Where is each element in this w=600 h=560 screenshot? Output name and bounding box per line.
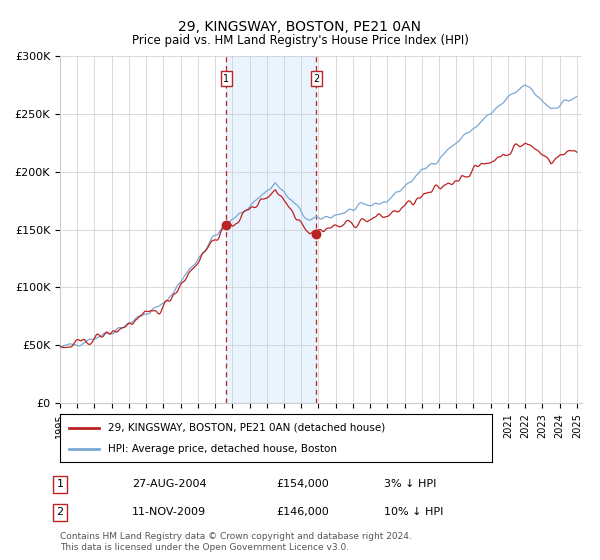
Text: 1: 1 xyxy=(223,73,229,83)
Text: Price paid vs. HM Land Registry's House Price Index (HPI): Price paid vs. HM Land Registry's House … xyxy=(131,34,469,46)
Text: 10% ↓ HPI: 10% ↓ HPI xyxy=(384,507,443,517)
Text: 27-AUG-2004: 27-AUG-2004 xyxy=(132,479,206,489)
Text: 2: 2 xyxy=(56,507,64,517)
Text: £154,000: £154,000 xyxy=(276,479,329,489)
Text: 29, KINGSWAY, BOSTON, PE21 0AN (detached house): 29, KINGSWAY, BOSTON, PE21 0AN (detached… xyxy=(107,423,385,433)
Text: £146,000: £146,000 xyxy=(276,507,329,517)
Text: HPI: Average price, detached house, Boston: HPI: Average price, detached house, Bost… xyxy=(107,444,337,454)
Point xyxy=(311,230,321,239)
Text: 3% ↓ HPI: 3% ↓ HPI xyxy=(384,479,436,489)
Text: Contains HM Land Registry data © Crown copyright and database right 2024.
This d: Contains HM Land Registry data © Crown c… xyxy=(60,532,412,552)
Text: 11-NOV-2009: 11-NOV-2009 xyxy=(132,507,206,517)
Bar xyxy=(226,56,316,403)
Text: 2: 2 xyxy=(313,73,319,83)
Point xyxy=(221,221,231,230)
Text: 1: 1 xyxy=(56,479,64,489)
Text: 29, KINGSWAY, BOSTON, PE21 0AN: 29, KINGSWAY, BOSTON, PE21 0AN xyxy=(179,20,421,34)
